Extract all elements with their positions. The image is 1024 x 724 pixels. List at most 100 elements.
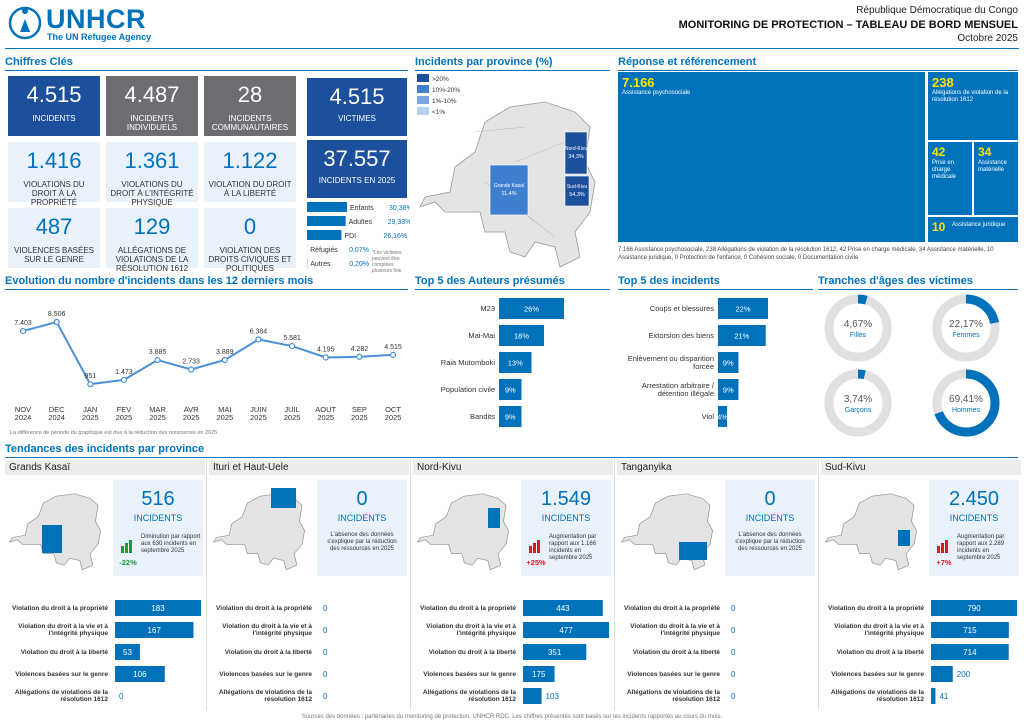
province-name: Grands Kasaï [494, 183, 525, 189]
province-bars: 0 0 0 0 0 [323, 604, 328, 701]
legend-swatch [417, 74, 429, 82]
bar-category: Bandits [469, 412, 495, 421]
bar [307, 202, 347, 212]
bar [931, 644, 1009, 660]
key-figure-label: ALLÉGATIONS DE VIOLATIONS DE LA RÉSOLUTI… [115, 246, 189, 273]
data-point [53, 318, 60, 326]
section-title: Incidents par province (%) [415, 56, 610, 71]
bar [523, 688, 542, 704]
x-tick-label: JUIN 2025 [250, 405, 267, 422]
bar-value-label: 714 [963, 648, 977, 657]
province-name: Nord-Kivu [413, 460, 613, 475]
response-value: 42 [932, 145, 946, 159]
response-value: 10 [932, 220, 946, 234]
donut-category: Garçons [845, 407, 872, 414]
bar-value-label: 183 [151, 604, 165, 613]
province-area [489, 164, 529, 216]
section-title: Top 5 des Auteurs présumés [415, 275, 610, 290]
province-area [564, 131, 588, 175]
trend-icon-bar [121, 546, 124, 553]
data-point [356, 353, 363, 360]
x-tick-label: AVR 2025 [182, 405, 200, 422]
province-bar-category: Violation du droit à la vie et à l'intég… [426, 623, 516, 637]
bar-value-label: 29,33% [388, 219, 410, 226]
bar [499, 379, 522, 400]
key-figure-value: 0 [243, 214, 257, 239]
data-label: 4.515 [384, 344, 402, 351]
data-point [154, 356, 161, 364]
bar-value-label: 790 [967, 604, 981, 613]
bar [931, 688, 936, 704]
x-tick-label: SEP 2025 [351, 405, 368, 422]
data-point [19, 327, 27, 335]
response-label: Assistance psychosociale [622, 90, 691, 96]
donut-value: 22,17% [949, 319, 983, 330]
logo-icon [8, 6, 42, 40]
province-name: Nord-Kivu [565, 146, 587, 152]
province-name: Grands Kasaï [5, 460, 205, 475]
key-figure-value: 4.515 [329, 84, 385, 109]
province-bar-category: Violation du droit à la liberté [224, 648, 312, 656]
bar-chart: 26% 18% 13% 9% 9% [499, 298, 564, 427]
section-title: Réponse et référencement [618, 56, 1018, 71]
bar [718, 406, 728, 427]
province-total: 1.549 [540, 488, 592, 510]
province-change: -22% [119, 558, 137, 567]
legend-swatch [417, 107, 429, 115]
province-highlight [488, 508, 500, 528]
data-point [221, 356, 228, 364]
key-figure-label: INCIDENTS [32, 114, 76, 123]
bar-value-label: 167 [148, 626, 162, 635]
province-bar-category: Violation du droit à la vie et à l'intég… [222, 623, 312, 637]
province-change: +25% [526, 558, 546, 567]
bar-value-label: 0 [731, 648, 736, 657]
bar-value-label: 41 [939, 692, 948, 701]
x-tick-label: MAR 2025 [149, 405, 166, 422]
province-total: 2.450 [948, 488, 1000, 510]
province-bar-category: Violences basées sur le genre [219, 670, 312, 678]
bar-value-label: 0 [323, 626, 328, 635]
province-bar-category: Violences basées sur le genre [15, 670, 108, 678]
bar-value-label: 26% [524, 305, 539, 314]
bar [499, 298, 564, 319]
logo-figure [20, 8, 30, 33]
bar-category: Extorsion des biens [648, 331, 714, 340]
bar-value-label: 9% [723, 386, 734, 395]
response-label: Assistance juridique [952, 222, 1006, 228]
trend-icon-bar [125, 543, 128, 553]
donut-category: Femmes [952, 332, 980, 339]
trend-icon-bar [937, 546, 940, 553]
key-figure-tile: 1.361 VIOLATIONS DU DROIT À L'INTÉGRITÉ P… [106, 142, 198, 207]
key-figure-value: 4.515 [26, 82, 82, 107]
data-label: 4.282 [351, 346, 369, 353]
province-highlight [679, 542, 707, 560]
province-summary: 1.549 INCIDENTS +25% Augmentation par rappo… [521, 480, 611, 576]
response-block: 10 Assistance juridique [928, 217, 1018, 242]
province-bars: 443 477 351 175 103 [523, 600, 609, 704]
bar-category: Autres [310, 261, 331, 268]
data-label: 3.885 [149, 349, 167, 356]
province-change: +7% [936, 558, 952, 567]
org-name: UNHCR [46, 4, 146, 34]
key-figure-tile: 129 ALLÉGATIONS DE VIOLATIONS DE LA RÉSOL… [106, 208, 198, 273]
bar-category: M23 [480, 304, 495, 313]
bar-value-label: 0 [323, 648, 328, 657]
panel-divider [818, 460, 819, 710]
section-title: Evolution du nombre d'incidents dans les… [5, 275, 408, 290]
bar [931, 666, 953, 682]
x-tick-label: DEC 2024 [48, 405, 65, 422]
province-bar-category: Violation du droit à la propriété [420, 604, 516, 612]
trend-line [22, 320, 394, 386]
line-chart: 7.403 8.506 951 1.473 3.885 2.733 3.889 6.384 5.… [14, 311, 402, 388]
bar-value-label: 106 [133, 670, 147, 679]
bar [499, 406, 522, 427]
province-unit: INCIDENTS [745, 513, 795, 523]
bar [523, 600, 603, 616]
trend-icon-bar [945, 540, 948, 553]
bar-value-label: 13% [508, 359, 523, 368]
header-rule [5, 48, 1019, 49]
trend-icon [121, 540, 132, 553]
x-tick-label: JAN 2025 [81, 405, 99, 422]
legend-label: >20% [432, 76, 449, 83]
